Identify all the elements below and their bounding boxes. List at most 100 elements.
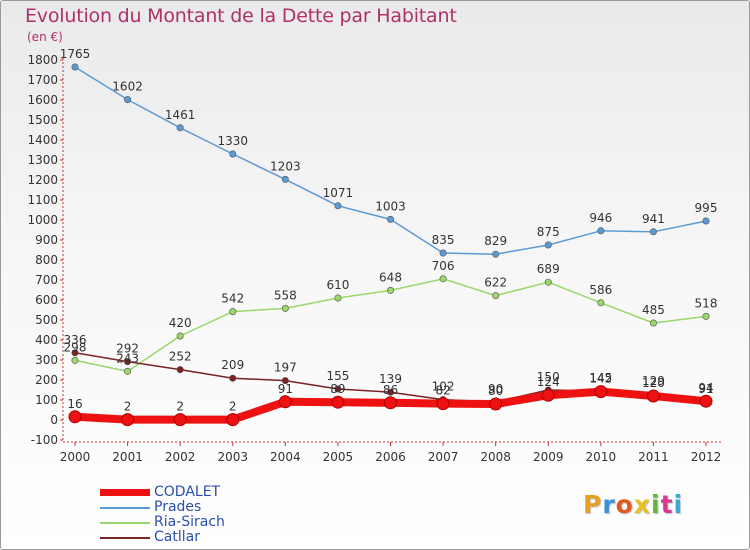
data-point xyxy=(281,304,289,312)
data-label: 142 xyxy=(589,372,612,386)
data-point xyxy=(439,275,447,283)
x-tick-label: 2006 xyxy=(375,450,406,464)
y-tick-label: 1600 xyxy=(27,93,58,107)
data-point xyxy=(439,249,447,257)
y-tick-label: 300 xyxy=(35,353,58,367)
data-label: 518 xyxy=(695,296,718,310)
data-point xyxy=(386,215,394,223)
x-tick-label: 2003 xyxy=(217,450,248,464)
logo-letter: o xyxy=(615,490,634,519)
data-point xyxy=(281,175,289,183)
legend-swatch-codalet xyxy=(100,489,150,496)
data-point xyxy=(71,63,79,71)
data-label: 542 xyxy=(221,292,244,306)
data-label: 829 xyxy=(484,234,507,248)
x-tick-label: 2009 xyxy=(533,450,564,464)
data-point xyxy=(544,241,552,249)
y-tick-label: 1800 xyxy=(27,53,58,67)
logo-letter: i xyxy=(651,490,661,519)
data-label: 298 xyxy=(64,340,87,354)
data-label: 139 xyxy=(379,372,402,386)
data-label: 420 xyxy=(169,316,192,330)
data-label: 89 xyxy=(330,382,345,396)
y-tick-label: 800 xyxy=(35,253,58,267)
data-label: 94 xyxy=(698,381,713,395)
data-label: 558 xyxy=(274,288,297,302)
data-label: 102 xyxy=(432,380,455,394)
legend-swatch-ria-sirach xyxy=(100,522,150,524)
data-point xyxy=(489,397,503,411)
data-label: 941 xyxy=(642,212,665,226)
y-tick-label: 1000 xyxy=(27,213,58,227)
data-label: 689 xyxy=(537,262,560,276)
logo-letter: r xyxy=(602,490,616,519)
data-label: 706 xyxy=(432,259,455,273)
data-point xyxy=(702,312,710,320)
x-tick-label: 2002 xyxy=(165,450,196,464)
x-tick-label: 2007 xyxy=(428,450,459,464)
data-label: 2 xyxy=(229,400,237,414)
data-point xyxy=(699,394,713,408)
y-tick-label: 0 xyxy=(50,413,58,427)
data-label: 485 xyxy=(642,303,665,317)
data-label: 86 xyxy=(383,383,398,397)
unit-label: (en €) xyxy=(27,30,63,44)
data-label: 1203 xyxy=(270,159,301,173)
data-label: 82 xyxy=(435,384,450,398)
logo-letter: i xyxy=(673,490,684,519)
data-label: 292 xyxy=(116,342,139,356)
legend-label-prades: Prades xyxy=(154,499,202,515)
chart-title: Evolution du Montant de la Dette par Hab… xyxy=(25,5,457,27)
data-point xyxy=(229,308,237,316)
y-tick-label: 500 xyxy=(35,313,58,327)
logo-letter: P xyxy=(583,490,603,519)
y-tick-label: 1300 xyxy=(27,153,58,167)
x-tick-label: 2012 xyxy=(691,450,722,464)
data-label: 252 xyxy=(169,350,192,364)
data-point xyxy=(649,228,657,236)
data-point xyxy=(176,124,184,132)
data-label: 1461 xyxy=(165,108,196,122)
data-label: 946 xyxy=(589,211,612,225)
logo-letter: t xyxy=(660,490,674,519)
data-point xyxy=(226,413,240,427)
data-label: 129 xyxy=(642,374,665,388)
y-tick-label: 1700 xyxy=(27,73,58,87)
y-tick-label: 1500 xyxy=(27,113,58,127)
data-point xyxy=(334,294,342,302)
data-label: 197 xyxy=(274,361,297,375)
logo-letter: x xyxy=(633,490,651,519)
y-tick-label: 100 xyxy=(35,393,58,407)
x-tick-label: 2005 xyxy=(323,450,354,464)
data-label: 622 xyxy=(484,276,507,290)
data-label: 16 xyxy=(67,397,82,411)
data-point xyxy=(492,292,500,300)
data-point xyxy=(649,319,657,327)
data-point xyxy=(124,358,132,366)
data-label: 150 xyxy=(537,370,560,384)
x-tick-label: 2010 xyxy=(586,450,617,464)
legend-label-catllar: Catllar xyxy=(154,529,200,545)
data-point xyxy=(331,395,345,409)
data-point xyxy=(229,374,237,382)
data-point xyxy=(334,202,342,210)
data-point xyxy=(544,278,552,286)
data-point xyxy=(594,385,608,399)
x-tick-label: 2004 xyxy=(270,450,301,464)
data-point xyxy=(176,332,184,340)
data-label: 1765 xyxy=(60,47,91,61)
proxiti-logo: Proxiti xyxy=(583,490,683,519)
x-tick-label: 2000 xyxy=(60,450,91,464)
data-label: 648 xyxy=(379,270,402,284)
data-label: 209 xyxy=(221,358,244,372)
data-label: 1003 xyxy=(375,199,406,213)
data-point xyxy=(278,395,292,409)
data-label: 875 xyxy=(537,225,560,239)
data-label: 336 xyxy=(64,333,87,347)
data-point xyxy=(386,286,394,294)
legend-swatch-prades xyxy=(100,507,150,509)
series-line-prades xyxy=(74,66,707,255)
data-label: 145 xyxy=(589,371,612,385)
